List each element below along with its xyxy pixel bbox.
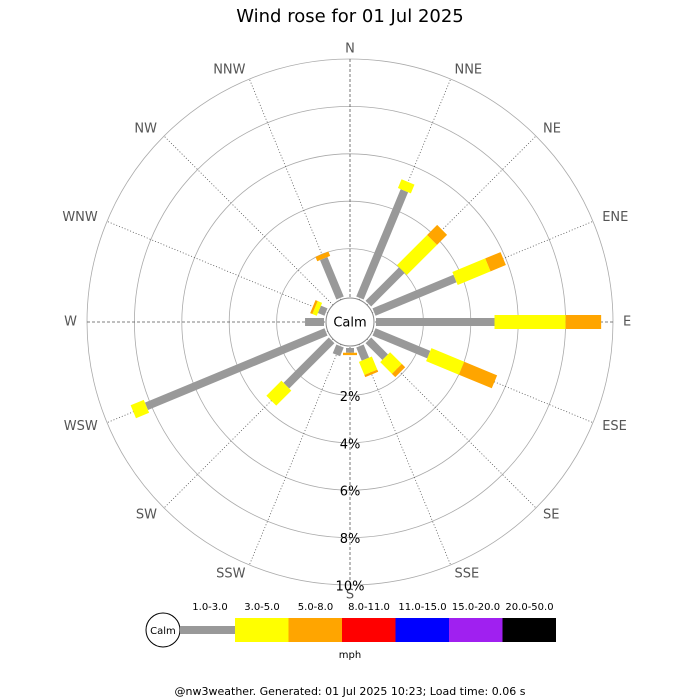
- legend-label: 5.0-8.0: [298, 602, 333, 613]
- wind-bar: [356, 344, 370, 361]
- unit-label: mph: [339, 650, 361, 661]
- direction-label: SSE: [454, 567, 479, 582]
- footer: @nw3weather. Generated: 01 Jul 2025 10:2…: [175, 685, 526, 698]
- spoke: [248, 321, 351, 566]
- legend-label: 20.0-50.0: [505, 602, 553, 613]
- direction-label: SW: [136, 508, 157, 523]
- direction-label: W: [64, 315, 77, 330]
- wind-bar: [130, 399, 150, 419]
- spoke: [163, 321, 351, 509]
- wind-bar: [427, 224, 448, 245]
- legend-label: 15.0-20.0: [452, 602, 500, 613]
- wind-bar: [320, 257, 344, 300]
- wind-bar: [485, 252, 506, 272]
- direction-label: SE: [543, 508, 559, 523]
- wind-bar: [144, 328, 328, 411]
- legend-calm-label: Calm: [150, 626, 176, 637]
- r-tick-label: 10%: [336, 580, 365, 595]
- direction-label: SSW: [216, 567, 246, 582]
- wind-bar: [426, 348, 465, 375]
- wind-bar: [365, 337, 388, 360]
- direction-label: S: [346, 588, 354, 603]
- wind-bar: [312, 301, 323, 316]
- legend-label: 8.0-11.0: [348, 602, 390, 613]
- spoke: [349, 321, 594, 424]
- wind-bar: [283, 337, 335, 389]
- direction-label: ESE: [602, 419, 627, 434]
- r-tick-label: 8%: [340, 532, 361, 547]
- spoke: [349, 220, 594, 323]
- calm-circle: [325, 297, 375, 347]
- direction-label: NNW: [213, 62, 245, 77]
- legend-swatch: [180, 626, 235, 634]
- legend-label: 3.0-5.0: [244, 602, 279, 613]
- r-tick-label: 2%: [340, 390, 361, 405]
- wind-bar: [315, 251, 331, 262]
- direction-label: N: [345, 42, 355, 57]
- spoke: [163, 135, 351, 323]
- wind-bar: [266, 380, 292, 406]
- wind-bar: [332, 344, 344, 357]
- calm-label: Calm: [333, 316, 366, 331]
- wind-bar: [310, 300, 318, 314]
- wind-bar: [380, 352, 402, 374]
- legend-label: 11.0-15.0: [398, 602, 446, 613]
- legend-swatch: [288, 618, 342, 642]
- wind-bar: [396, 234, 438, 276]
- wind-bar: [458, 361, 498, 389]
- legend-swatch: [395, 618, 449, 642]
- legend-swatch: [449, 618, 503, 642]
- direction-label: NW: [134, 121, 157, 136]
- spoke: [248, 78, 351, 323]
- wind-bar: [358, 356, 378, 375]
- direction-label: WNW: [62, 210, 98, 225]
- chart-title: Wind rose for 01 Jul 2025: [236, 6, 464, 27]
- direction-label: NE: [543, 121, 561, 136]
- wind-bar: [364, 369, 379, 378]
- wind-bar: [365, 267, 405, 307]
- legend-swatch: [502, 618, 556, 642]
- spoke: [349, 321, 537, 509]
- legend-label: 1.0-3.0: [192, 602, 227, 613]
- r-tick-label: 6%: [340, 485, 361, 500]
- legend-swatch: [342, 618, 396, 642]
- direction-label: NNE: [454, 62, 482, 77]
- wind-bar: [452, 258, 491, 285]
- spoke: [349, 135, 537, 323]
- spoke: [349, 321, 452, 566]
- spoke: [106, 220, 351, 323]
- wind-bar: [372, 274, 457, 316]
- wind-bar: [391, 363, 406, 378]
- direction-label: E: [623, 315, 631, 330]
- wind-bar: [397, 179, 415, 194]
- legend-swatch: [235, 618, 289, 642]
- wind-bar: [372, 328, 431, 359]
- wind-bar: [317, 305, 328, 316]
- r-tick-label: 4%: [340, 437, 361, 452]
- wind-bar: [356, 189, 409, 300]
- spoke: [349, 78, 452, 323]
- direction-label: ENE: [602, 210, 628, 225]
- direction-label: WSW: [64, 419, 98, 434]
